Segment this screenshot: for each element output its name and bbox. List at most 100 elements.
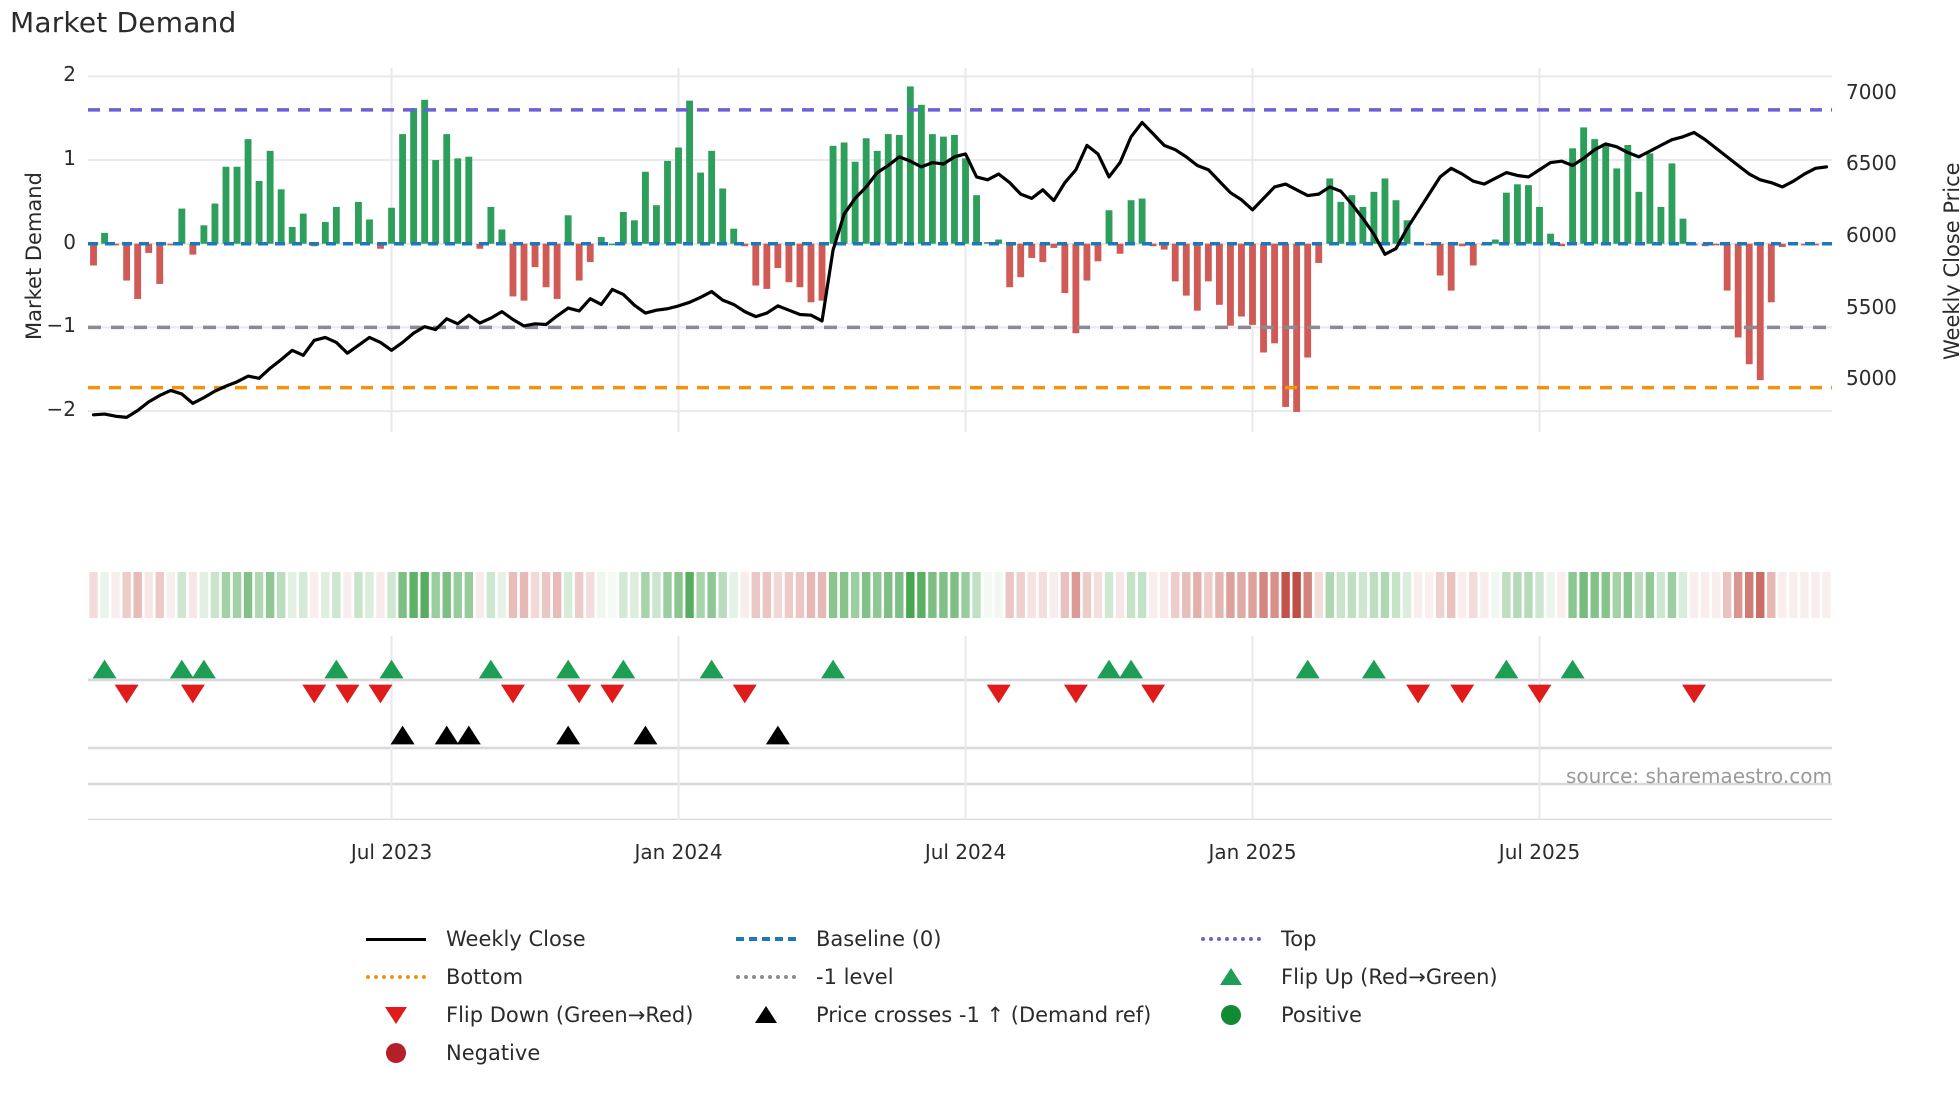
strip-cell xyxy=(586,572,595,618)
triangle-up-icon xyxy=(730,1004,802,1026)
x-axis-tick: Jan 2024 xyxy=(634,840,723,864)
marker-flip-down xyxy=(567,684,592,704)
demand-bar-positive xyxy=(1591,139,1599,244)
strip-cell xyxy=(652,572,661,618)
strip-cell xyxy=(928,572,937,618)
demand-bar-negative xyxy=(1812,243,1819,246)
demand-bar-negative xyxy=(531,243,539,268)
strip-cell xyxy=(850,572,860,618)
demand-bar-positive xyxy=(1392,200,1400,244)
strip-cell xyxy=(1413,572,1423,618)
strip-cell xyxy=(784,572,794,618)
demand-bar-positive xyxy=(1337,201,1345,244)
strip-cell xyxy=(1237,572,1246,618)
demand-bar-negative xyxy=(1249,243,1256,325)
strip-cell xyxy=(1182,572,1191,618)
demand-bar-positive xyxy=(708,150,716,244)
legend-label: Flip Down (Green→Red) xyxy=(446,1003,694,1027)
legend-item[interactable]: Negative xyxy=(360,1041,730,1065)
strip-cell xyxy=(729,572,738,618)
marker-flip-up xyxy=(169,659,194,679)
strip-cell xyxy=(89,572,98,618)
demand-bar-negative xyxy=(134,243,142,299)
demand-bar-positive xyxy=(608,243,616,246)
legend-item[interactable]: -1 level xyxy=(730,965,1195,989)
y-axis-left-tick: 0 xyxy=(63,229,76,254)
legend-label: -1 level xyxy=(816,965,894,989)
demand-bar-negative xyxy=(774,243,782,268)
demand-bar-positive xyxy=(266,150,274,244)
x-axis-tick: Jul 2024 xyxy=(924,840,1007,864)
demand-bar-positive xyxy=(1491,239,1499,244)
strip-cell xyxy=(630,572,639,618)
demand-bar-negative xyxy=(1260,243,1267,353)
demand-bar-negative xyxy=(1734,243,1742,338)
demand-bar-negative xyxy=(1436,243,1444,276)
demand-bar-positive xyxy=(1326,178,1334,244)
demand-bar-positive xyxy=(1105,210,1113,244)
strip-cell xyxy=(354,572,363,618)
marker-flip-down xyxy=(1141,684,1166,704)
demand-bar-positive xyxy=(851,161,859,244)
demand-bar-positive xyxy=(399,134,407,244)
demand-bar-positive xyxy=(564,215,572,244)
legend-item[interactable]: Weekly Close xyxy=(360,927,730,951)
legend-item[interactable]: Top xyxy=(1195,927,1615,951)
strip-cell xyxy=(111,572,120,618)
demand-bar-positive xyxy=(178,208,186,244)
strip-cell xyxy=(1778,572,1787,618)
demand-bar-positive xyxy=(984,242,992,244)
legend-item[interactable]: Flip Down (Green→Red) xyxy=(360,1003,730,1027)
strip-cell xyxy=(530,572,540,618)
demand-bar-positive xyxy=(829,145,837,244)
strip-cell xyxy=(254,572,264,618)
marker-flip-up xyxy=(191,659,216,679)
demand-bar-positive xyxy=(366,219,373,244)
demand-bar-negative xyxy=(1282,243,1290,407)
strip-cell xyxy=(276,572,286,618)
strip-cell xyxy=(718,572,727,618)
demand-bar-negative xyxy=(807,243,815,303)
legend-item[interactable]: Flip Up (Red→Green) xyxy=(1195,965,1615,989)
strip-cell xyxy=(288,572,297,618)
strip-cell xyxy=(1137,572,1147,618)
marker-flip-up xyxy=(478,659,503,679)
strip-cell xyxy=(961,572,970,618)
strip-cell xyxy=(1148,572,1158,618)
demand-bar-positive xyxy=(1646,153,1654,244)
demand-bar-negative xyxy=(156,243,164,284)
dotted-line-icon xyxy=(730,966,802,988)
strip-cell xyxy=(1568,572,1577,618)
legend-item[interactable]: Bottom xyxy=(360,965,730,989)
strip-cell xyxy=(1557,572,1566,618)
strip-cell xyxy=(806,572,816,618)
legend-item[interactable]: Baseline (0) xyxy=(730,927,1195,951)
strip-cell xyxy=(1027,572,1036,618)
strip-cell xyxy=(597,572,606,618)
marker-flip-up xyxy=(1560,659,1585,679)
demand-bar-negative xyxy=(1116,243,1124,254)
demand-bar-positive xyxy=(277,189,285,244)
strip-cell xyxy=(552,572,562,618)
strip-cell xyxy=(1678,572,1688,618)
strip-cell xyxy=(950,572,959,618)
strip-cell xyxy=(486,572,496,618)
strip-cell xyxy=(1038,572,1047,618)
strip-cell xyxy=(1016,572,1025,618)
marker-flip-down xyxy=(1682,684,1707,704)
strip-cell xyxy=(1424,572,1434,618)
strip-cell xyxy=(464,572,474,618)
demand-bar-negative xyxy=(1800,243,1808,246)
demand-bar-positive xyxy=(454,158,462,244)
strip-cell xyxy=(575,572,584,618)
strip-cell xyxy=(563,572,573,618)
strip-cell xyxy=(773,572,783,618)
demand-bar-positive xyxy=(686,100,693,244)
strip-cell xyxy=(232,572,242,618)
legend-item[interactable]: Positive xyxy=(1195,1003,1615,1027)
legend-item[interactable]: Price crosses -1 ↑ (Demand ref) xyxy=(730,1003,1195,1027)
strip-cell xyxy=(1281,572,1290,618)
demand-bar-positive xyxy=(675,147,682,244)
marker-flip-up xyxy=(1295,659,1320,679)
marker-flip-up xyxy=(324,659,349,679)
